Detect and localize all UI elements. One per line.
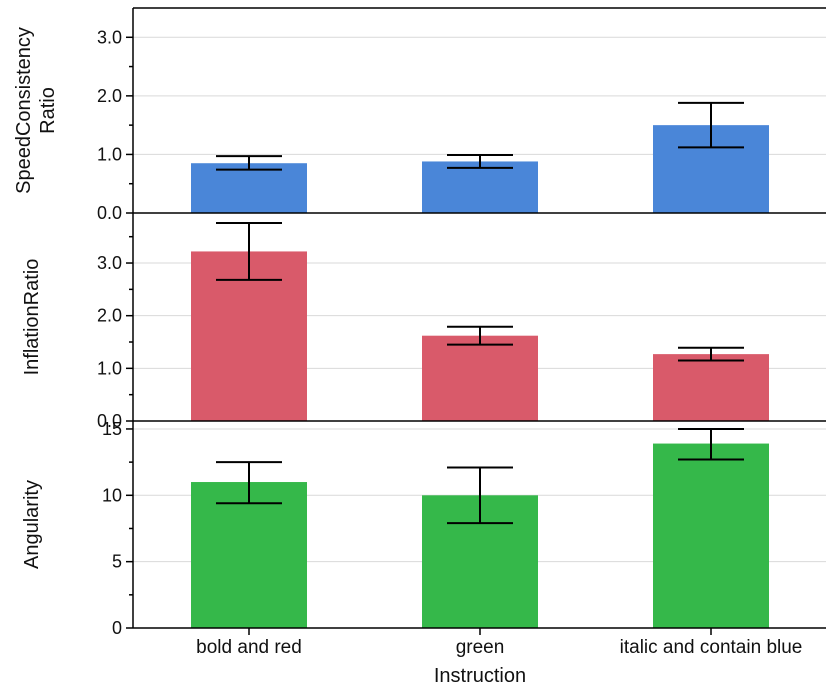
x-axis: bold and red green italic and contain bl… — [196, 637, 802, 687]
angularity-y-axis-title: Angularity — [21, 480, 43, 569]
inflation-y-axis-title: InflationRatio — [21, 259, 43, 376]
angularity-bar-2 — [653, 443, 769, 628]
inflation-bar-2 — [653, 354, 769, 421]
inflation-y-tick-label: 0.0 — [97, 411, 122, 431]
angularity-bar-0 — [191, 482, 307, 628]
x-tick-label-1: green — [456, 637, 505, 658]
angularity-panel: 0 5 10 15 Angularity — [21, 419, 826, 638]
speed-consistency-bar-1 — [422, 161, 538, 213]
x-axis-title: Instruction — [434, 665, 526, 687]
inflation-y-tick-label: 2.0 — [97, 306, 122, 326]
speed-consistency-bar-0 — [191, 163, 307, 213]
angularity-y-tick-label: 0 — [112, 618, 122, 638]
speed-consistency-panel: 0.0 1.0 2.0 3.0 SpeedConsistency Ratio — [13, 27, 826, 223]
speed-consistency-y-tick-label: 3.0 — [97, 27, 122, 47]
inflation-bar-1 — [422, 335, 538, 421]
speed-consistency-y-tick-label: 2.0 — [97, 86, 122, 106]
x-tick-label-0: bold and red — [196, 637, 302, 658]
angularity-y-tick-label: 15 — [102, 419, 122, 439]
speed-consistency-y-axis-title: SpeedConsistency — [13, 27, 35, 194]
inflation-y-tick-label: 1.0 — [97, 358, 122, 378]
speed-consistency-y-tick-label: 1.0 — [97, 144, 122, 164]
inflation-panel: 0.0 1.0 2.0 3.0 InflationRatio — [21, 222, 826, 431]
speed-consistency-y-axis-title: Ratio — [37, 87, 59, 134]
chart-panels: 0.0 1.0 2.0 3.0 SpeedConsistency Ratio 0.0 1.0 2… — [13, 7, 826, 638]
speed-consistency-y-tick-label: 0.0 — [97, 203, 122, 223]
x-tick-label-2: italic and contain blue — [620, 637, 803, 658]
angularity-y-tick-label: 5 — [112, 552, 122, 572]
inflation-y-tick-label: 3.0 — [97, 253, 122, 273]
angularity-y-tick-label: 10 — [102, 485, 122, 505]
